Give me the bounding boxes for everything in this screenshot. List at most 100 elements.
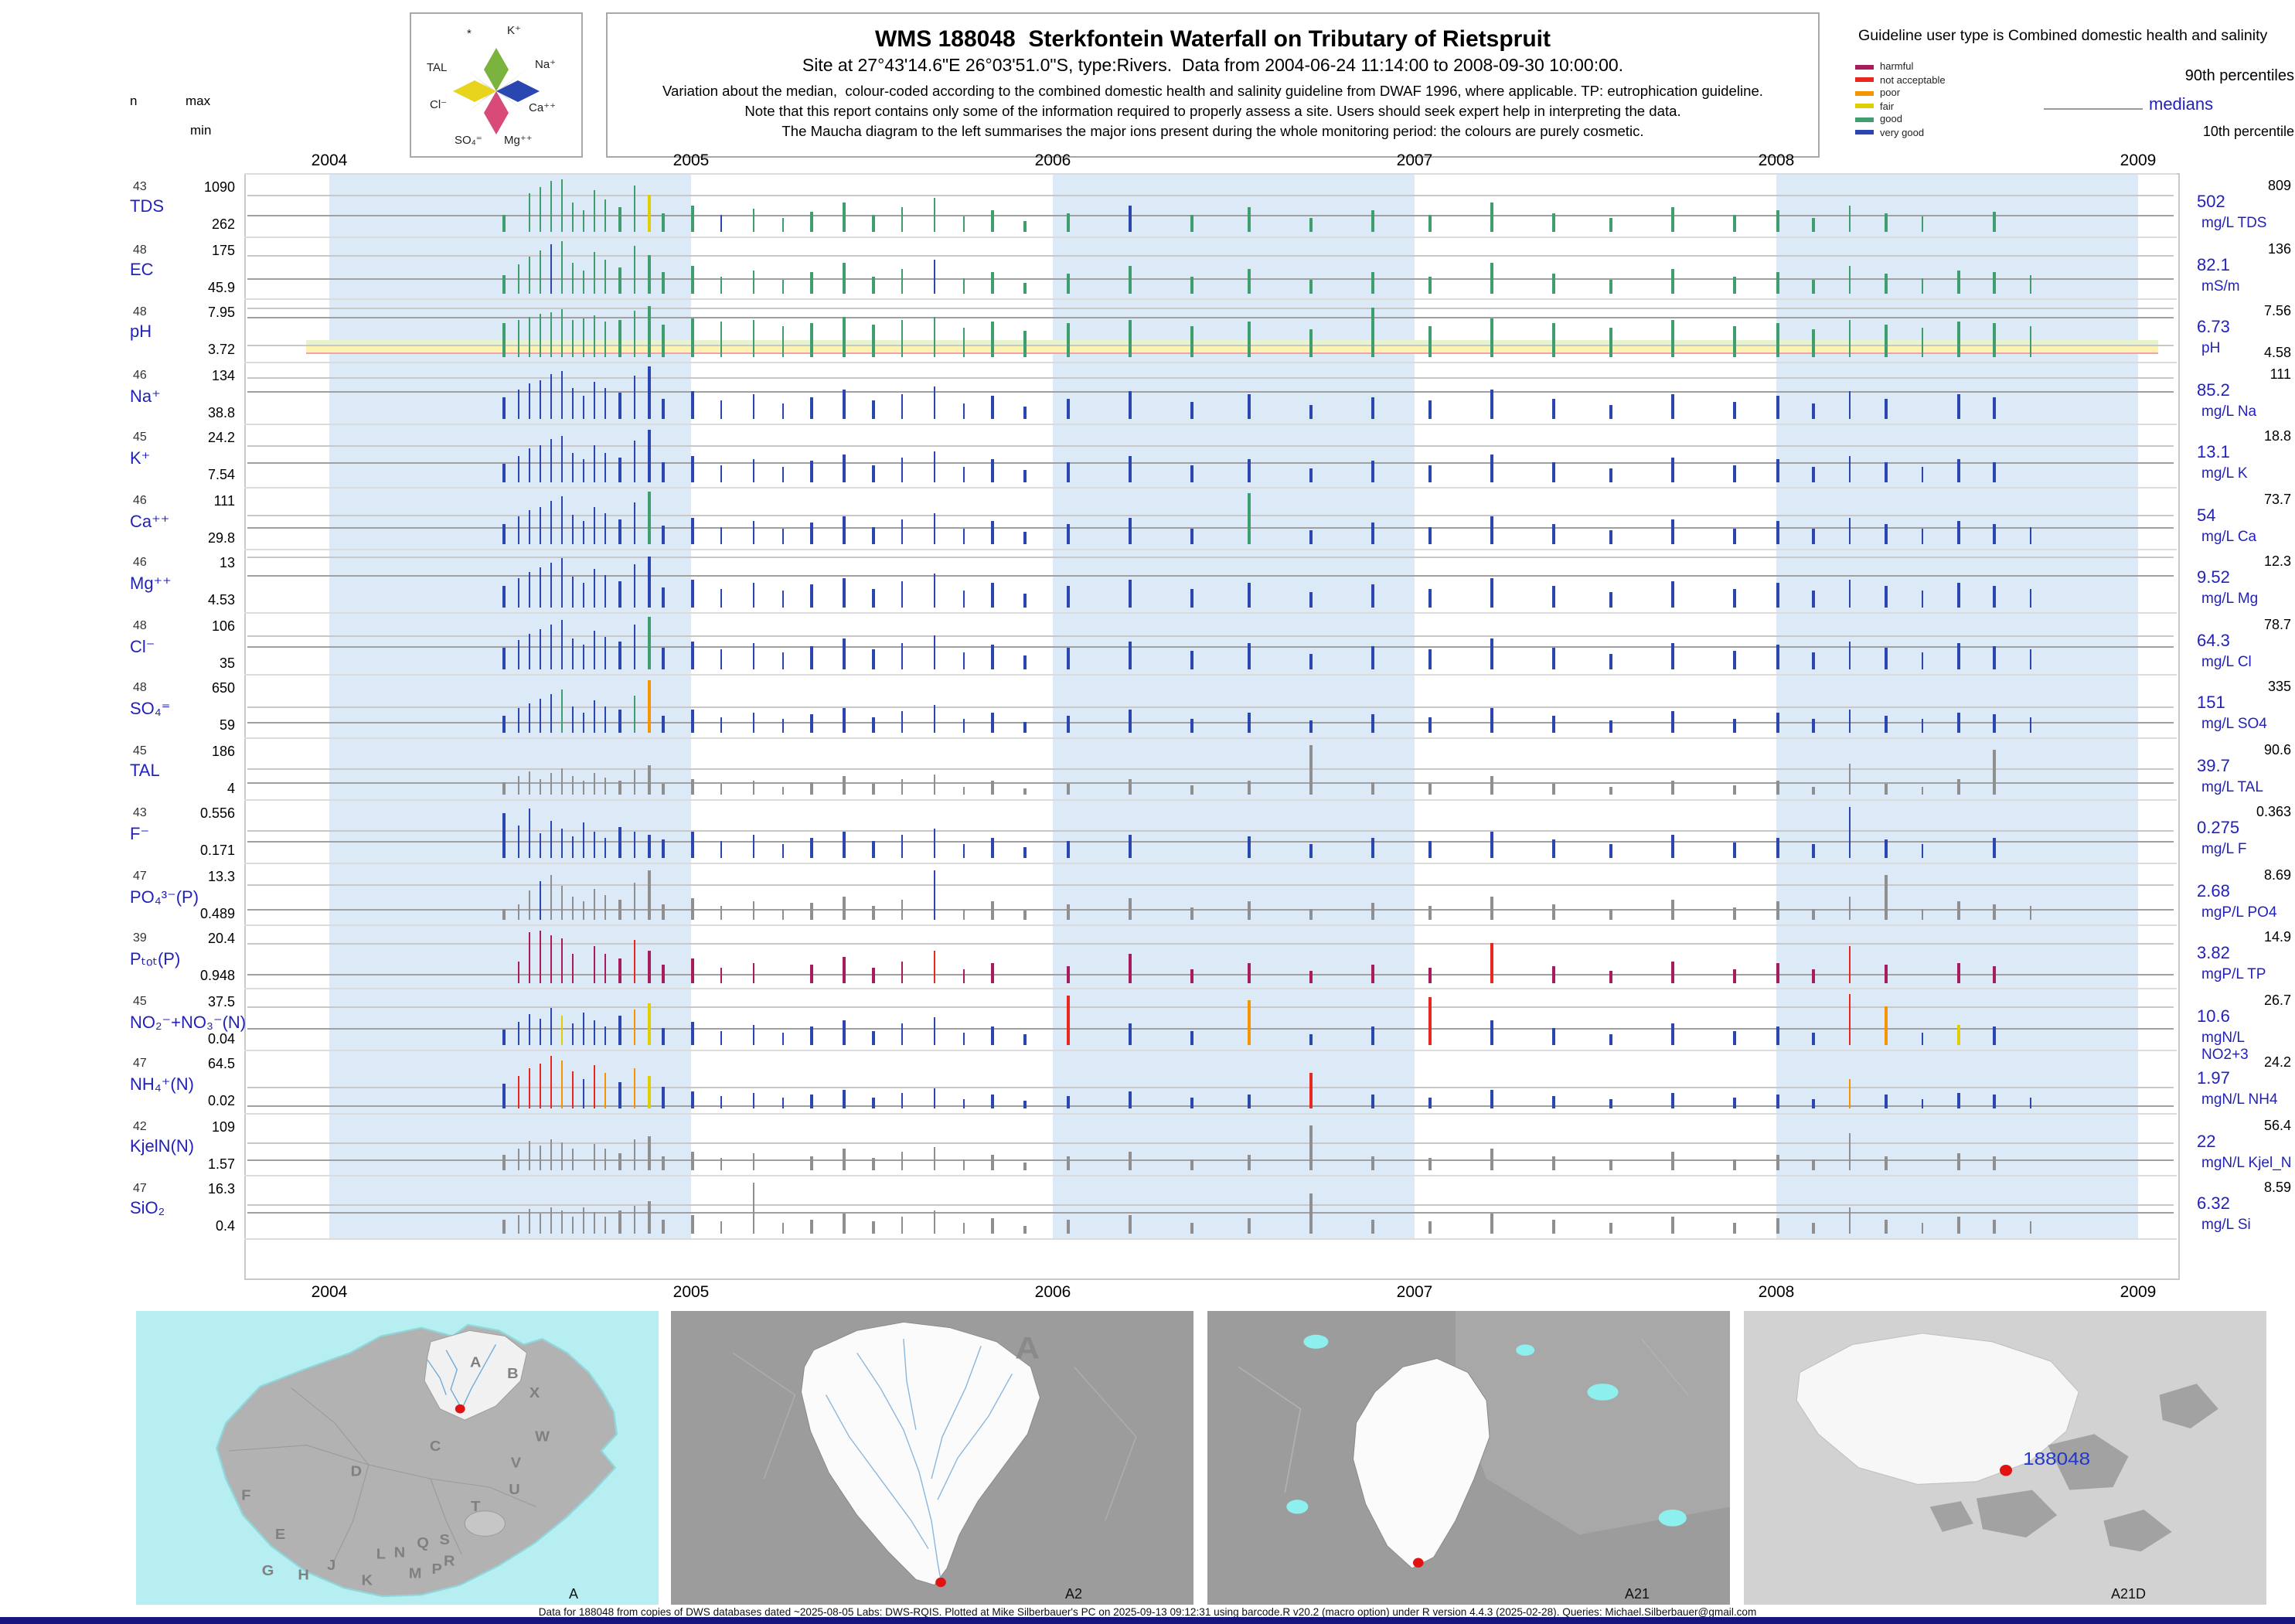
stat-p90: 14.9	[2263, 929, 2291, 945]
stat-max: 175	[211, 242, 235, 257]
sample-bar	[991, 645, 994, 669]
stat-min: 3.72	[207, 342, 235, 357]
region-letter-L: L	[376, 1547, 386, 1562]
sample-bar	[1812, 652, 1816, 669]
stat-n: 39	[133, 931, 147, 945]
region-letter-P: P	[431, 1562, 442, 1578]
sample-bar	[582, 521, 585, 544]
sample-bar	[901, 900, 904, 920]
sample-bar	[781, 218, 785, 231]
lesotho	[464, 1510, 506, 1537]
site-id-label: 188048	[2023, 1449, 2090, 1469]
sample-bar	[1921, 908, 1924, 920]
parameter-name: KjelN(N)	[130, 1137, 195, 1156]
stat-p90: 8.69	[2263, 866, 2291, 882]
map-caption: A21	[1624, 1586, 1650, 1602]
sample-bar	[1023, 532, 1027, 544]
sample-bar	[1609, 720, 1613, 732]
parameter-row-no23: 45 37.5 NO₂⁻+NO₃⁻(N) 0.04 26.7 10.6 mgN/L NO2+…	[0, 987, 2295, 1063]
sample-bar	[662, 525, 665, 544]
median-line	[247, 841, 2174, 843]
stat-max: 64.5	[207, 1056, 235, 1071]
sample-bar	[752, 901, 755, 920]
sample-bar	[2029, 325, 2032, 356]
sample-bar	[991, 1218, 994, 1233]
class-swatch	[1855, 77, 1874, 83]
sample-bar	[618, 267, 621, 294]
sample-bar	[1776, 1094, 1779, 1108]
sample-bar	[560, 558, 564, 607]
sample-bar	[962, 908, 965, 920]
sample-bar	[633, 625, 636, 669]
maucha-label-na: Na⁺	[535, 57, 557, 71]
axis-year-label-top: 2004	[311, 152, 348, 170]
sample-bar	[1190, 718, 1193, 732]
sample-bar	[1309, 1193, 1313, 1233]
sample-bar	[1551, 648, 1555, 669]
sample-bar	[901, 320, 904, 356]
median-line	[247, 722, 2174, 724]
sample-bar	[593, 772, 596, 795]
sample-bar	[633, 883, 636, 920]
sample-bar	[1490, 318, 1493, 356]
sample-bar	[1671, 320, 1674, 356]
stat-unit: mgN/L NH4	[2201, 1091, 2278, 1108]
map-caption: A21D	[2110, 1586, 2146, 1602]
stat-median: 6.73	[2197, 318, 2230, 337]
sample-bar	[528, 771, 531, 795]
sample-bar	[1885, 1006, 1888, 1045]
sample-bar	[933, 704, 936, 732]
sample-bar	[1957, 1153, 1960, 1170]
region-letter-U: U	[509, 1483, 519, 1498]
sample-bar	[1921, 529, 1924, 544]
parameter-row-nh4: 47 64.5 NH₄⁺(N) 0.02 24.2 1.97 mgN/L NH4	[0, 1050, 2295, 1112]
sample-bar	[1309, 218, 1313, 231]
sample-bar	[810, 713, 813, 732]
sample-bar	[720, 784, 723, 795]
sample-bar	[1609, 468, 1613, 482]
sample-bar	[1993, 838, 1997, 857]
sample-bar	[539, 380, 542, 419]
sample-bar	[1129, 518, 1132, 544]
sample-bar	[1248, 962, 1251, 982]
sample-bar	[582, 1012, 585, 1045]
note-maucha: The Maucha diagram to the left summarise…	[781, 124, 1644, 139]
sample-bar	[1993, 211, 1997, 231]
sample-bar	[1957, 1093, 1960, 1108]
sample-bar	[1993, 750, 1997, 795]
sample-bar	[872, 215, 875, 231]
median-line	[247, 391, 2174, 393]
stat-max: 7.95	[207, 305, 235, 320]
sample-bar	[2029, 1221, 2032, 1233]
sample-bar	[1993, 323, 1997, 356]
sample-bar	[901, 1093, 904, 1108]
sample-bar	[633, 441, 636, 482]
sample-bar	[604, 322, 607, 356]
sample-bar	[502, 812, 506, 857]
p90-line	[247, 829, 2174, 831]
median-line	[247, 646, 2174, 648]
axis-year-label-top: 2009	[2120, 152, 2157, 170]
stat-n: 45	[133, 430, 147, 444]
sample-bar	[1067, 904, 1071, 920]
sample-bar	[1885, 325, 1888, 356]
sample-bar	[1371, 1095, 1374, 1108]
stat-min: 7.54	[207, 467, 235, 482]
stat-unit: mg/L K	[2201, 465, 2248, 482]
sample-bar	[691, 709, 694, 732]
sample-bar	[962, 1099, 965, 1108]
sample-bar	[662, 1219, 665, 1233]
water-body	[1303, 1334, 1329, 1349]
sample-bar	[1551, 399, 1555, 419]
region-letter: A	[1015, 1331, 1040, 1366]
sample-bar	[1309, 653, 1313, 669]
stat-max: 111	[213, 492, 235, 508]
sample-bar	[843, 957, 846, 982]
sample-bar	[528, 448, 531, 482]
sample-bar	[1732, 402, 1736, 419]
sample-bar	[752, 643, 755, 669]
ph-guideline-band	[306, 345, 2158, 353]
row-separator	[244, 862, 2177, 863]
stat-min: 0.948	[199, 968, 235, 983]
sample-bar	[1957, 270, 1960, 294]
